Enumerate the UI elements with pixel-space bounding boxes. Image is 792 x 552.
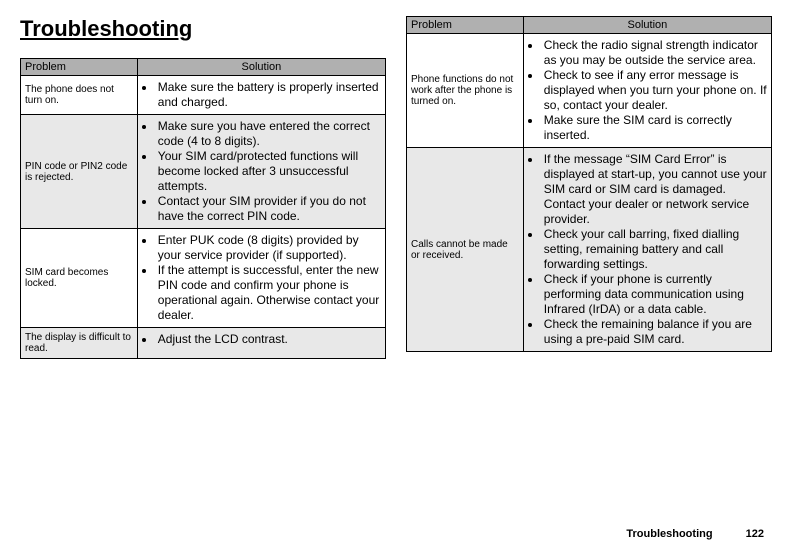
table-row: The display is difficult to read. Adjust … <box>21 328 386 359</box>
problem-cell: The display is difficult to read. <box>21 328 138 359</box>
solution-list: Enter PUK code (8 digits) provided by yo… <box>142 233 381 323</box>
solution-cell: If the message “SIM Card Error” is displ… <box>523 148 771 352</box>
troubleshooting-table-right: Problem Solution Phone functions do not … <box>406 16 772 352</box>
solution-item: Make sure you have entered the correct c… <box>156 119 381 149</box>
solution-cell: Make sure you have entered the correct c… <box>137 115 385 229</box>
solution-item: Check if your phone is currently perform… <box>542 272 767 317</box>
left-column: Troubleshooting Problem Solution The pho… <box>20 16 386 359</box>
solution-item: Check the radio signal strength indicato… <box>542 38 767 68</box>
header-problem: Problem <box>21 59 138 76</box>
solution-item: Make sure the SIM card is correctly inse… <box>542 113 767 143</box>
solution-item: Check the remaining balance if you are u… <box>542 317 767 347</box>
problem-cell: Phone functions do not work after the ph… <box>407 34 524 148</box>
problem-cell: SIM card becomes locked. <box>21 229 138 328</box>
table-header-row: Problem Solution <box>21 59 386 76</box>
page-footer: Troubleshooting 122 <box>626 528 764 540</box>
table-row: Phone functions do not work after the ph… <box>407 34 772 148</box>
table-header-row: Problem Solution <box>407 17 772 34</box>
solution-cell: Enter PUK code (8 digits) provided by yo… <box>137 229 385 328</box>
footer-page: 122 <box>746 528 764 540</box>
solution-cell: Make sure the battery is properly insert… <box>137 76 385 115</box>
table-row: The phone does not turn on. Make sure the… <box>21 76 386 115</box>
solution-item: If the attempt is successful, enter the … <box>156 263 381 323</box>
solution-item: Adjust the LCD contrast. <box>156 332 381 347</box>
problem-cell: The phone does not turn on. <box>21 76 138 115</box>
header-problem: Problem <box>407 17 524 34</box>
solution-item: Contact your SIM provider if you do not … <box>156 194 381 224</box>
table-row: Calls cannot be made or received.If the … <box>407 148 772 352</box>
troubleshooting-table-left: Problem Solution The phone does not turn… <box>20 58 386 359</box>
solution-list: Make sure you have entered the correct c… <box>142 119 381 224</box>
solution-item: Check to see if any error message is dis… <box>542 68 767 113</box>
solution-item: If the message “SIM Card Error” is displ… <box>542 152 767 227</box>
solution-item: Make sure the battery is properly insert… <box>156 80 381 110</box>
solution-list: If the message “SIM Card Error” is displ… <box>528 152 767 347</box>
table-row: PIN code or PIN2 code is rejected. Make s… <box>21 115 386 229</box>
solution-cell: Adjust the LCD contrast. <box>137 328 385 359</box>
solution-cell: Check the radio signal strength indicato… <box>523 34 771 148</box>
problem-cell: Calls cannot be made or received. <box>407 148 524 352</box>
footer-label: Troubleshooting <box>626 528 712 540</box>
problem-cell: PIN code or PIN2 code is rejected. <box>21 115 138 229</box>
header-solution: Solution <box>137 59 385 76</box>
solution-item: Your SIM card/protected functions will b… <box>156 149 381 194</box>
solution-list: Check the radio signal strength indicato… <box>528 38 767 143</box>
header-solution: Solution <box>523 17 771 34</box>
table-row: SIM card becomes locked. Enter PUK code (… <box>21 229 386 328</box>
solution-item: Enter PUK code (8 digits) provided by yo… <box>156 233 381 263</box>
right-column: Problem Solution Phone functions do not … <box>406 16 772 352</box>
solution-list: Make sure the battery is properly insert… <box>142 80 381 110</box>
solution-list: Adjust the LCD contrast. <box>142 332 381 347</box>
page-title: Troubleshooting <box>20 16 386 42</box>
solution-item: Check your call barring, fixed dialling … <box>542 227 767 272</box>
